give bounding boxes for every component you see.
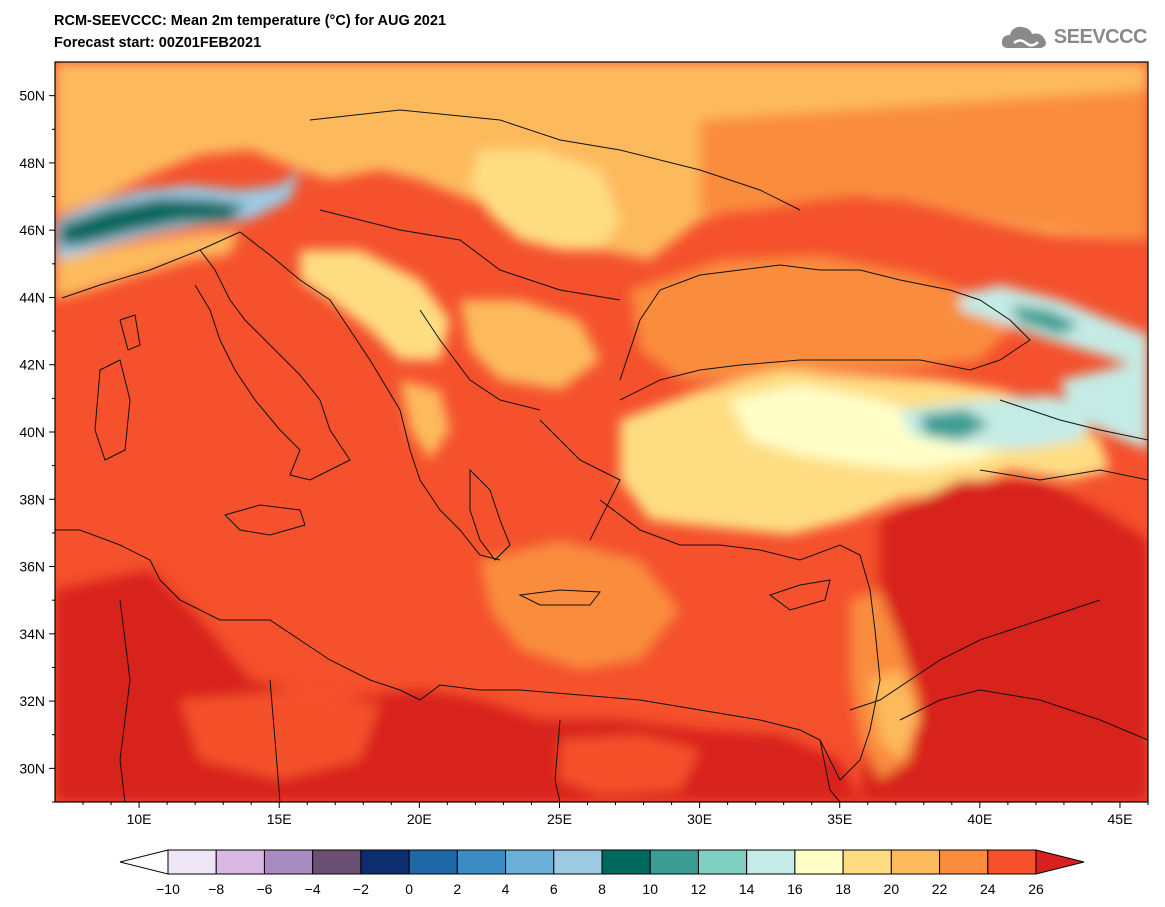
map-title: RCM-SEEVCCC: Mean 2m temperature (°C) fo… bbox=[54, 13, 447, 29]
colorbar-label: 20 bbox=[884, 881, 900, 897]
lat-tick-label: 46N bbox=[19, 222, 45, 238]
colorbar-segment bbox=[456, 849, 507, 875]
colorbar-segment bbox=[890, 849, 941, 875]
temperature-field bbox=[55, 62, 1148, 802]
colorbar-low-arrow bbox=[119, 849, 169, 875]
seevccc-logo: SEEVCCC bbox=[1000, 22, 1148, 52]
colorbar: −10 −8 −6 −4 −2 0 2 4 6 8 10 12 14 16 18 20 22 24 26 bbox=[119, 849, 1085, 897]
colorbar-segment bbox=[601, 849, 651, 875]
colorbar-label: 8 bbox=[598, 881, 606, 897]
colorbar-label: 24 bbox=[980, 881, 996, 897]
lat-tick-label: 44N bbox=[19, 289, 45, 305]
colorbar-segment bbox=[167, 849, 217, 875]
colorbar-segment bbox=[746, 849, 796, 875]
longitude-axis: 10E 15E 20E 25E 30E 35E 40E 45E bbox=[82, 802, 1149, 827]
colorbar-label: −4 bbox=[305, 881, 321, 897]
colorbar-high-arrow bbox=[1035, 849, 1085, 875]
colorbar-label: 4 bbox=[502, 881, 510, 897]
colorbar-label: 2 bbox=[453, 881, 461, 897]
lat-tick-label: 42N bbox=[19, 357, 45, 373]
lon-tick-label: 35E bbox=[827, 811, 852, 827]
lon-tick-label: 25E bbox=[547, 811, 572, 827]
colorbar-label: 12 bbox=[691, 881, 707, 897]
lon-tick-label: 10E bbox=[127, 811, 152, 827]
lon-tick-label: 30E bbox=[687, 811, 712, 827]
colorbar-label: −8 bbox=[208, 881, 224, 897]
colorbar-label: 14 bbox=[739, 881, 755, 897]
lat-tick-label: 30N bbox=[19, 760, 45, 776]
colorbar-label: 6 bbox=[550, 881, 558, 897]
lon-tick-label: 40E bbox=[967, 811, 992, 827]
colorbar-segment bbox=[215, 849, 265, 875]
colorbar-label: −10 bbox=[156, 881, 180, 897]
colorbar-label: 22 bbox=[932, 881, 948, 897]
colorbar-segment bbox=[553, 849, 603, 875]
logo-text: SEEVCCC bbox=[1053, 25, 1148, 48]
colorbar-segment bbox=[408, 849, 458, 875]
coastlines bbox=[55, 109, 1148, 802]
lat-tick-label: 48N bbox=[19, 155, 45, 171]
lat-tick-label: 34N bbox=[19, 626, 45, 642]
colorbar-label: 0 bbox=[405, 881, 413, 897]
colorbar-segment bbox=[987, 849, 1037, 875]
colorbar-segment bbox=[939, 849, 989, 875]
colorbar-segment bbox=[360, 849, 410, 875]
lon-tick-label: 20E bbox=[407, 811, 432, 827]
latitude-axis: 50N 48N 46N 44N 42N 40N 38N 36N 34N 32N 30N bbox=[19, 88, 55, 803]
lat-tick-label: 38N bbox=[19, 491, 45, 507]
colorbar-label: −6 bbox=[256, 881, 272, 897]
lat-tick-label: 36N bbox=[19, 559, 45, 575]
colorbar-label: 18 bbox=[835, 881, 851, 897]
colorbar-label: 10 bbox=[642, 881, 658, 897]
lat-tick-label: 40N bbox=[19, 424, 45, 440]
colorbar-segment bbox=[842, 849, 892, 875]
cloud-icon bbox=[1001, 26, 1046, 48]
colorbar-segment bbox=[649, 849, 699, 875]
colorbar-segment bbox=[312, 849, 362, 875]
map-subtitle: Forecast start: 00Z01FEB2021 bbox=[54, 35, 262, 51]
lat-tick-label: 32N bbox=[19, 693, 45, 709]
lat-tick-label: 50N bbox=[19, 88, 45, 104]
colorbar-segment bbox=[505, 849, 555, 875]
colorbar-segment bbox=[794, 849, 844, 875]
colorbar-segment bbox=[697, 849, 748, 875]
lon-tick-label: 15E bbox=[267, 811, 292, 827]
colorbar-label: 16 bbox=[787, 881, 803, 897]
colorbar-label: 26 bbox=[1028, 881, 1044, 897]
colorbar-label: −2 bbox=[353, 881, 369, 897]
colorbar-segment bbox=[263, 849, 314, 875]
lon-tick-label: 45E bbox=[1108, 811, 1133, 827]
